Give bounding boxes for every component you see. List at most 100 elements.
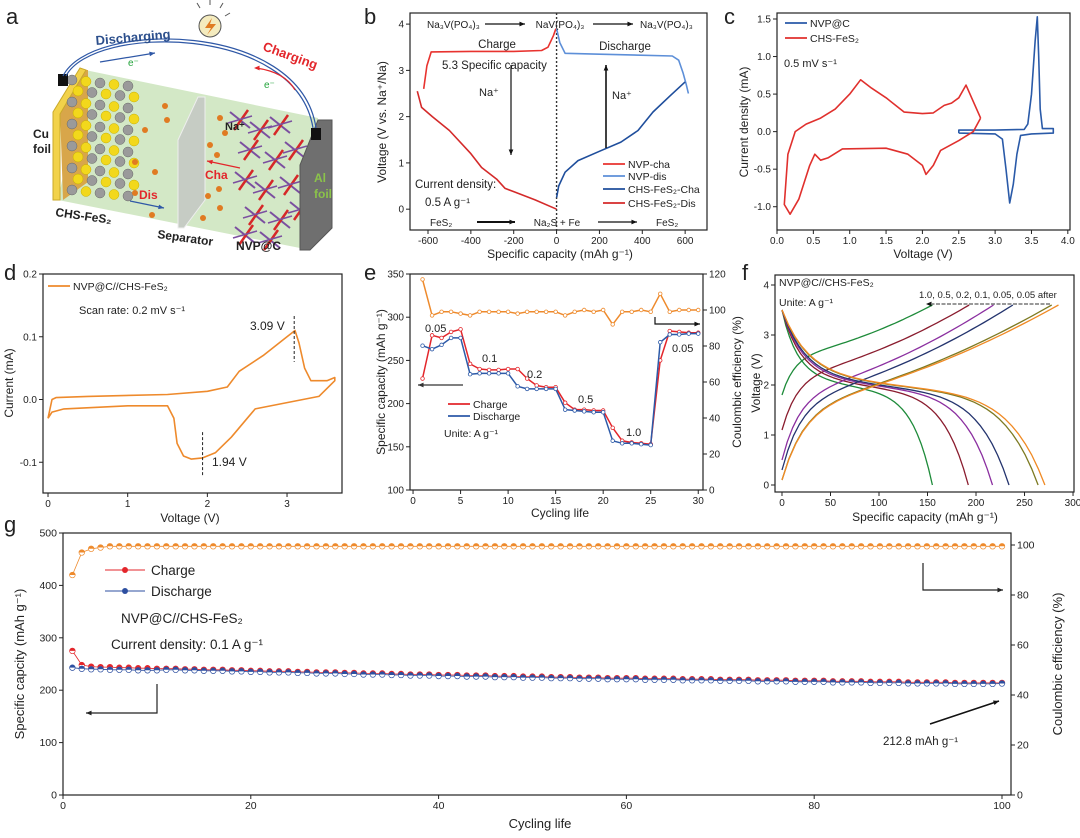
- data-point: [619, 309, 625, 314]
- nvp-bond: [262, 155, 288, 164]
- y-tick-label: 0: [763, 481, 769, 492]
- data-point: [439, 342, 444, 348]
- iron-atom: [86, 87, 98, 98]
- na-ion: [222, 130, 228, 136]
- left-axis-arrow-head: [86, 710, 92, 716]
- data-point-fill: [614, 676, 620, 680]
- x-axis-label: Cycling life: [509, 816, 572, 831]
- data-point-fill: [482, 673, 489, 677]
- rate-order-arrow-head: [926, 301, 932, 307]
- data-point-fill: [257, 669, 263, 672]
- sulfur-atom: [72, 107, 84, 119]
- x-tick-label: 3: [284, 499, 290, 510]
- panel-label-d: d: [4, 260, 16, 285]
- y-axis-label: Voltage (V): [749, 353, 763, 412]
- iron-atom: [86, 131, 98, 142]
- plot-frame: [774, 274, 1075, 493]
- legend-label: Discharge: [151, 584, 212, 599]
- y2-axis-label: Coulombic efficiency (%): [1050, 593, 1065, 736]
- data-point: [524, 376, 530, 381]
- nvp-bond: [267, 120, 293, 129]
- data-point-fill: [304, 543, 310, 547]
- data-point: [553, 309, 558, 314]
- x-tick-label: 5: [458, 496, 464, 507]
- wire: [65, 41, 314, 129]
- series-cv-curve: [47, 329, 336, 460]
- nvp-bond: [267, 149, 285, 171]
- iron-atom: [66, 140, 78, 152]
- nvp-bond: [232, 230, 258, 239]
- x-axis-label: Voltage (V): [160, 511, 219, 525]
- bottom-phase-label: Na₂S + Fe: [534, 218, 581, 229]
- y-tick-label: 200: [39, 685, 57, 697]
- current-density-value: 0.5 A g⁻¹: [425, 197, 470, 209]
- y-tick-label: -1.0: [754, 202, 772, 213]
- data-point-fill: [642, 543, 648, 547]
- system-label: NVP@C//CHS-FeS₂: [779, 277, 874, 289]
- data-point-fill: [125, 543, 132, 547]
- data-point-fill: [886, 680, 893, 683]
- bottom-phase-label: FeS₂: [656, 218, 678, 229]
- data-point: [534, 309, 539, 314]
- data-point-fill: [867, 543, 874, 547]
- sulfur-atom: [108, 167, 120, 178]
- data-point-fill: [107, 543, 113, 547]
- data-point: [600, 307, 606, 313]
- phase-arrow-head: [519, 21, 525, 27]
- rate-label: 0.1: [482, 353, 497, 365]
- electron-flow-arrow: [255, 67, 296, 91]
- data-point: [610, 322, 615, 327]
- data-point: [496, 309, 501, 314]
- data-point-fill: [989, 681, 996, 684]
- data-point-fill: [679, 543, 686, 547]
- sulfur-atom: [80, 164, 92, 175]
- panel-label-b: b: [364, 4, 376, 29]
- sulfur-atom: [108, 79, 120, 90]
- iron-atom: [86, 153, 98, 164]
- series-discharge: [72, 667, 1003, 685]
- iron-atom: [122, 190, 134, 202]
- x-tick-label: 400: [634, 236, 651, 247]
- data-point: [458, 327, 463, 332]
- data-point-fill: [717, 543, 724, 547]
- final-capacity-arrow-head: [993, 700, 999, 705]
- y-tick-label: 400: [39, 580, 57, 592]
- sulfur-atom: [108, 101, 120, 112]
- nvp-bond: [237, 145, 263, 154]
- data-point-fill: [933, 543, 940, 547]
- legend-label: Charge: [473, 399, 508, 411]
- data-point-fill: [698, 677, 705, 681]
- data-point: [534, 386, 539, 392]
- y2-tick-label: 120: [709, 270, 726, 281]
- data-point-fill: [219, 543, 226, 547]
- data-point-fill: [604, 543, 611, 547]
- sulfur-atom: [100, 88, 112, 100]
- nvp-bond: [247, 125, 273, 134]
- sulfur-atom: [80, 186, 92, 197]
- data-point-fill: [78, 665, 85, 669]
- data-point-fill: [454, 673, 461, 677]
- data-point-fill: [999, 680, 1005, 684]
- data-point: [629, 309, 634, 314]
- data-point: [477, 309, 482, 314]
- plot-frame: [776, 12, 1071, 231]
- data-point-fill: [135, 667, 141, 671]
- data-point-fill: [651, 543, 658, 547]
- data-point-fill: [971, 681, 977, 684]
- legend-label: Charge: [151, 563, 195, 578]
- phase-arrow-head: [627, 21, 633, 27]
- data-point-fill: [632, 676, 639, 680]
- charge-curve-2: [781, 304, 994, 461]
- iron-atom: [122, 102, 134, 114]
- y-tick-label: -0.5: [754, 165, 772, 176]
- cu-label: Cu: [33, 127, 49, 141]
- x-tick-label: 3.0: [988, 236, 1002, 247]
- x-tick-label: 100: [871, 498, 888, 509]
- current-density-label: Current density: 0.1 A g⁻¹: [111, 637, 263, 652]
- data-point: [543, 309, 549, 314]
- data-point: [458, 335, 463, 341]
- system-label: NVP@C//CHS-FeS₂: [121, 611, 243, 626]
- iron-atom: [66, 118, 78, 130]
- data-point-fill: [895, 543, 902, 547]
- data-point-fill: [924, 543, 930, 547]
